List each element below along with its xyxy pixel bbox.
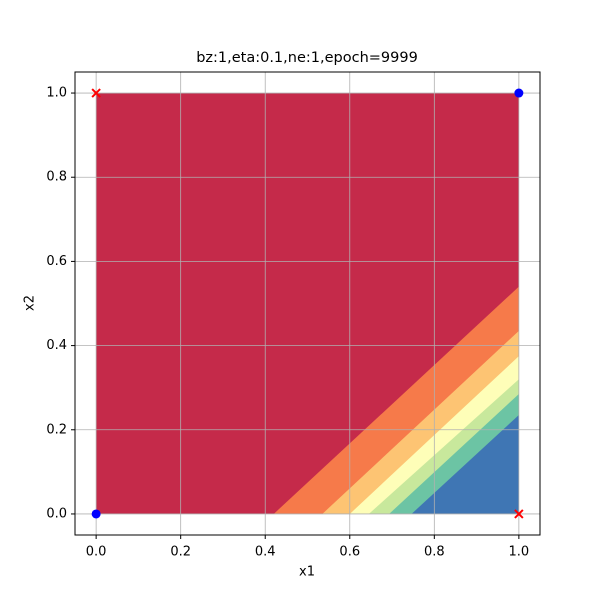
point <box>91 88 101 98</box>
y-tick-label: 0.0 <box>46 506 67 521</box>
point <box>514 88 524 98</box>
y-tick-label: 0.2 <box>46 422 67 437</box>
y-tick-label: 0.4 <box>46 338 67 353</box>
chart-title: bz:1,eta:0.1,ne:1,epoch=9999 <box>196 50 418 66</box>
x-tick-label: 0.4 <box>255 545 276 560</box>
plot-frame <box>74 71 541 536</box>
y-tick-label: 0.8 <box>46 170 67 185</box>
x-axis-label: x1 <box>299 565 315 580</box>
y-tick-label: 0.6 <box>46 254 67 269</box>
y-tick-label: 1.0 <box>46 86 67 101</box>
y-axis-label: x2 <box>23 295 38 311</box>
point <box>91 509 101 519</box>
x-tick-label: 1.0 <box>509 545 530 560</box>
x-tick-label: 0.6 <box>339 545 360 560</box>
point <box>514 509 524 519</box>
x-tick-label: 0.2 <box>170 545 191 560</box>
x-tick-label: 0.0 <box>86 545 107 560</box>
point-stroke <box>91 88 101 98</box>
contour-band <box>411 415 519 514</box>
point-stroke <box>514 509 524 519</box>
x-tick-label: 0.8 <box>424 545 445 560</box>
